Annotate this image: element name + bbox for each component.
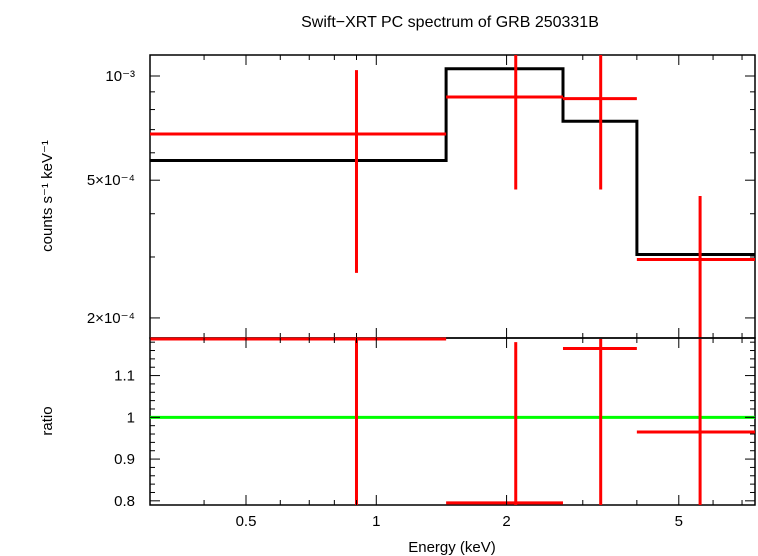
ratio-y-tick-label: 0.9 bbox=[114, 451, 135, 468]
ratio-axis-label: ratio bbox=[39, 406, 56, 435]
ratio-y-tick-label: 1 bbox=[127, 409, 135, 426]
x-tick-label: 0.5 bbox=[236, 513, 257, 530]
ratio-plot-frame bbox=[149, 337, 756, 506]
y-tick-label: 10⁻³ bbox=[105, 68, 135, 85]
y-tick-label: 2×10⁻⁴ bbox=[87, 310, 135, 327]
ratio-y-tick-label: 0.8 bbox=[114, 493, 135, 510]
ratio-crosses-layer bbox=[150, 337, 755, 505]
spectrum-ticks: 10⁻³ 5×10⁻⁴ 2×10⁻⁴ bbox=[87, 55, 755, 338]
ratio-ticks: 0.5 1 2 5 1.1 1 0.9 0.8 bbox=[114, 338, 755, 530]
spectrum-panel: 10⁻³ 5×10⁻⁴ 2×10⁻⁴ counts s⁻¹ keV⁻¹ bbox=[39, 54, 756, 339]
y-axis-label: counts s⁻¹ keV⁻¹ bbox=[39, 140, 56, 252]
model-step-layer bbox=[150, 67, 755, 256]
ratio-y-tick-label: 1.1 bbox=[114, 368, 135, 385]
x-axis-label: Energy (keV) bbox=[408, 539, 496, 556]
x-tick-label: 2 bbox=[502, 513, 510, 530]
ratio-panel: 0.5 1 2 5 1.1 1 0.9 0.8 ratio bbox=[39, 337, 756, 530]
x-tick-label: 5 bbox=[675, 513, 683, 530]
y-tick-label: 5×10⁻⁴ bbox=[87, 172, 135, 189]
chart-title: Swift−XRT PC spectrum of GRB 250331B bbox=[301, 14, 599, 31]
data-crosses-layer bbox=[150, 55, 755, 338]
x-tick-label: 1 bbox=[372, 513, 380, 530]
model-step-line bbox=[150, 67, 755, 256]
